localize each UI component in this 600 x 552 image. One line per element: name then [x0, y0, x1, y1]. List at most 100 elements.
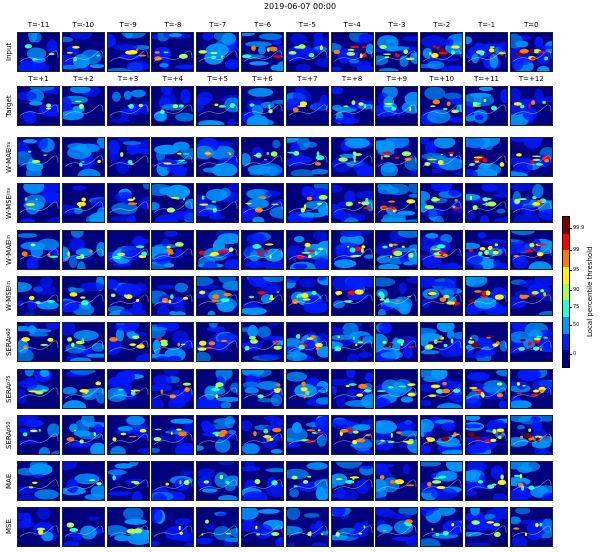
panel-w-mse-inv-8 [330, 183, 374, 223]
panel-w-mae-lin-1 [17, 230, 60, 270]
column-label: T=+11 [474, 75, 499, 83]
column-label: T=-8 [164, 21, 182, 29]
panel-target-7 [285, 86, 329, 126]
panel-sera-p50-8 [330, 415, 374, 455]
panel-w-mae-lin-9 [375, 230, 419, 270]
panel-input-6 [241, 32, 284, 72]
panel-w-mse-lin-6 [241, 276, 284, 316]
panel-sera-p75-11 [465, 369, 508, 409]
panel-mae-3 [106, 461, 150, 501]
panel-sera-p50-4 [151, 415, 195, 455]
panel-w-mse-inv-10 [420, 183, 464, 223]
panel-w-mae-inv-3 [106, 137, 150, 177]
panel-w-mae-inv-2 [61, 137, 105, 177]
panel-sera-p75-2 [61, 369, 105, 409]
column-label: T=+9 [386, 75, 408, 83]
panel-input-12 [509, 32, 553, 72]
panel-w-mse-lin-8 [330, 276, 374, 316]
colorbar-tick: 99.9 [568, 225, 585, 231]
column-label: T=-2 [433, 21, 451, 29]
row-label-sera-p50: SERA p50 [3, 415, 15, 455]
colorbar-tick: 75 [568, 304, 580, 310]
row-label-text: W-MAE [5, 148, 13, 173]
panel-w-mae-lin-8 [330, 230, 374, 270]
row-label-target: Target [3, 86, 15, 126]
panel-target-8 [330, 86, 374, 126]
panel-w-mse-lin-11 [465, 276, 508, 316]
panel-mse-8 [330, 507, 374, 547]
colorbar-tick: 95 [568, 267, 580, 273]
panel-input-11 [465, 32, 508, 72]
panel-sera-p50-9 [375, 415, 419, 455]
colorbar-segment [563, 217, 569, 234]
panel-input-10 [420, 32, 464, 72]
row-label-subscript: p75 [6, 375, 12, 385]
panel-sera-p50-2 [61, 415, 105, 455]
panel-sera-p75-5 [196, 369, 240, 409]
panel-w-mae-lin-7 [285, 230, 329, 270]
panel-w-mse-inv-3 [106, 183, 150, 223]
panel-mae-8 [330, 461, 374, 501]
panel-w-mse-inv-7 [285, 183, 329, 223]
panel-w-mae-inv-7 [285, 137, 329, 177]
panel-sera-p75-3 [106, 369, 150, 409]
colorbar-segment [563, 233, 569, 251]
row-label-subscript: p50 [6, 421, 12, 431]
column-label: T=-10 [72, 21, 95, 29]
row-label-subscript: inv [6, 141, 12, 149]
panel-sera-p50-6 [241, 415, 284, 455]
panel-sera-p75-4 [151, 369, 195, 409]
panel-w-mae-lin-5 [196, 230, 240, 270]
panel-sera-p75-9 [375, 369, 419, 409]
column-label: T=-4 [343, 21, 361, 29]
panel-target-12 [509, 86, 553, 126]
row-label-text: SERA [5, 337, 13, 356]
panel-mae-1 [17, 461, 60, 501]
panel-mse-1 [17, 507, 60, 547]
panel-sera-p60-2 [61, 322, 105, 362]
panel-w-mae-lin-12 [509, 230, 553, 270]
panel-w-mse-lin-10 [420, 276, 464, 316]
panel-sera-p60-10 [420, 322, 464, 362]
panel-w-mae-inv-6 [241, 137, 284, 177]
column-label: T=+8 [341, 75, 363, 83]
panel-input-7 [285, 32, 329, 72]
panel-sera-p50-12 [509, 415, 553, 455]
panel-w-mae-inv-10 [420, 137, 464, 177]
column-label: T=+6 [252, 75, 273, 83]
panel-w-mse-lin-4 [151, 276, 195, 316]
row-label-sera-p60: SERA p60 [3, 322, 15, 362]
panel-w-mse-inv-4 [151, 183, 195, 223]
panel-sera-p75-6 [241, 369, 284, 409]
row-label-w-mse-lin: W-MSE lin [3, 276, 15, 316]
panel-sera-p60-5 [196, 322, 240, 362]
panel-mse-10 [420, 507, 464, 547]
panel-target-2 [61, 86, 105, 126]
row-label-input: Input [3, 32, 15, 72]
panel-w-mse-lin-7 [285, 276, 329, 316]
column-label: T=+1 [28, 75, 49, 83]
panel-w-mse-lin-2 [61, 276, 105, 316]
row-label-w-mae-lin: W-MAE lin [3, 230, 15, 270]
column-label: T=-5 [298, 21, 316, 29]
column-label: T=+2 [73, 75, 94, 83]
panel-mae-4 [151, 461, 195, 501]
panel-mse-7 [285, 507, 329, 547]
panel-sera-p50-5 [196, 415, 240, 455]
row-label-text: MAE [5, 473, 13, 489]
panel-sera-p50-11 [465, 415, 508, 455]
row-label-mse: MSE [3, 507, 15, 547]
panel-w-mae-lin-11 [465, 230, 508, 270]
panel-w-mse-inv-5 [196, 183, 240, 223]
panel-mae-2 [61, 461, 105, 501]
panel-w-mse-inv-6 [241, 183, 284, 223]
panel-mse-4 [151, 507, 195, 547]
column-label: T=-11 [27, 21, 50, 29]
panel-mse-12 [509, 507, 553, 547]
row-label-mae: MAE [3, 461, 15, 501]
panel-target-10 [420, 86, 464, 126]
panel-mae-7 [285, 461, 329, 501]
row-label-text: W-MAE [5, 240, 13, 266]
colorbar-segment [563, 317, 569, 334]
colorbar-tick: 0 [568, 351, 577, 357]
